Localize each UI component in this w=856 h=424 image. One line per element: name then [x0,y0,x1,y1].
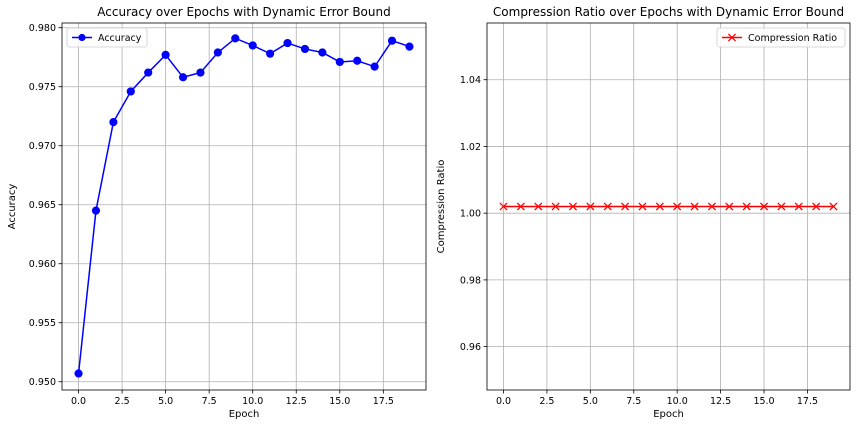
x-tick-label: 10.0 [242,396,263,407]
x-axis-label: Epoch [229,409,260,420]
data-point [829,202,838,211]
y-tick-label: 0.98 [460,275,481,286]
data-point [707,202,716,211]
data-point [621,202,630,211]
chart-panel-1: 0.0 2.5 5.0 7.5 10.0 12.5 15.0 17.5 0.950 0.955 0.… [7,5,427,420]
data-point [673,202,682,211]
legend: Compression Ratio [716,27,846,48]
y-tick-label: 0.950 [29,377,56,388]
legend-box [66,27,148,48]
data-point [603,202,612,211]
legend: Accuracy [66,27,148,48]
y-tick-label: 0.965 [29,200,56,211]
x-tick-label: 5.0 [583,396,598,407]
data-point [300,44,310,54]
data-point [126,87,135,96]
chart-title: Compression Ratio over Epochs with Dynam… [493,5,844,19]
data-point [742,202,751,211]
x-tick-label: 2.5 [115,396,130,407]
data-point [551,202,560,211]
y-tick-label: 0.96 [460,342,481,353]
data-point [74,369,83,378]
legend-box [716,27,846,48]
chart-panel-2: 0.0 2.5 5.0 7.5 10.0 12.5 15.0 17.5 0.96 0.98 1.00… [436,5,851,420]
x-tick-label: 17.5 [373,396,394,407]
data-point [335,57,344,67]
x-axis-label: Epoch [653,409,684,420]
y-tick-label: 1.02 [460,142,481,153]
axes-frame [486,22,851,391]
chart-title: Accuracy over Epochs with Dynamic Error … [97,5,390,19]
data-point [213,48,222,57]
x-tick-label: 12.5 [710,396,731,407]
y-tick-label: 1.04 [460,75,481,86]
legend-marker [727,33,737,42]
data-point [655,202,664,211]
data-point [568,202,578,211]
data-point [777,202,786,211]
legend-label: Accuracy [98,33,142,44]
data-point [178,73,188,82]
data-point [725,202,734,211]
data-point [690,202,699,211]
data-point [794,202,803,211]
y-tick-label: 0.975 [29,82,56,93]
data-point [534,202,543,211]
data-point [248,41,257,50]
x-tick-label: 15.0 [329,396,350,407]
data-point [759,202,769,211]
x-tick-label: 2.5 [539,396,554,407]
data-point [196,68,205,77]
x-tick-label: 5.0 [158,396,173,407]
data-point [231,34,240,43]
data-point [109,118,118,127]
legend-marker [78,33,86,42]
data-point [318,48,327,57]
y-tick-label: 1.00 [460,209,481,220]
x-tick-label: 17.5 [797,396,818,407]
x-tick-label: 0.0 [71,396,86,407]
data-point [638,202,647,211]
data-point [812,202,821,211]
axes-frame [61,22,427,391]
x-tick-label: 7.5 [202,396,217,407]
x-tick-label: 15.0 [753,396,774,407]
data-point [387,36,397,45]
data-point [370,62,379,71]
data-point [353,56,362,65]
data-point [161,50,170,59]
y-axis-label: Compression Ratio [436,160,447,254]
data-point [266,49,275,58]
y-tick-label: 0.955 [29,318,56,329]
x-tick-label: 12.5 [286,396,307,407]
data-point [499,202,508,211]
y-axis-label: Accuracy [7,184,18,230]
x-tick-label: 0.0 [496,396,511,407]
y-tick-label: 0.980 [29,23,56,34]
x-tick-label: 10.0 [667,396,688,407]
data-point [283,38,292,48]
data-point [586,202,595,211]
data-point [144,68,153,77]
y-tick-label: 0.970 [29,141,56,152]
data-point [405,42,414,51]
y-tick-label: 0.960 [29,259,56,270]
data-point [516,202,525,211]
data-point [91,206,101,215]
legend-label: Compression Ratio [748,33,837,44]
x-tick-label: 7.5 [626,396,641,407]
